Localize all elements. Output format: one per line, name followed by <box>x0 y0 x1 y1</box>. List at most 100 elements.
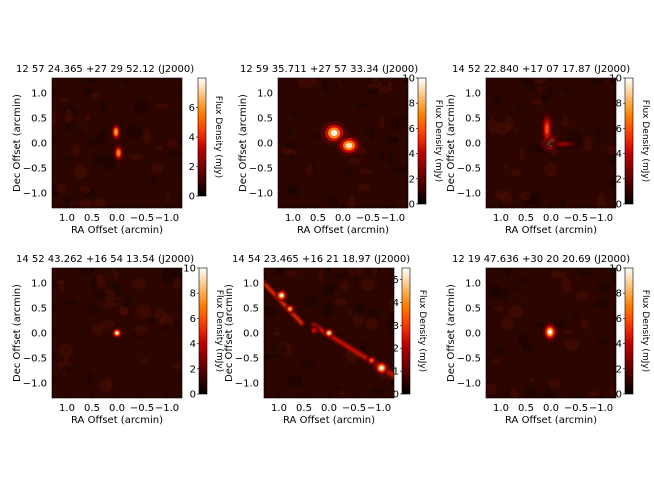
noise-blob <box>103 155 117 171</box>
noise-blob <box>320 302 333 318</box>
noise-blob <box>58 98 68 103</box>
noise-blob <box>57 361 65 370</box>
noise-blob <box>512 125 518 132</box>
filament <box>264 281 303 325</box>
noise-blob <box>101 301 118 309</box>
panel-5: 14 54 23.465 +16 21 18.97 (J2000) 1.0 0.5 0… <box>224 254 427 426</box>
y-tick-label: 0.5 <box>465 114 481 125</box>
y-axis-label: Dec Offset (arcmin) <box>446 284 457 382</box>
colorbar-label: Flux Density (mJy) <box>417 290 427 372</box>
noise-blob <box>580 318 589 330</box>
map-background <box>52 78 182 208</box>
noise-blob <box>86 371 93 385</box>
x-axis-label: RA Offset (arcmin) <box>283 415 375 426</box>
panel-title: 14 54 23.465 +16 21 18.97 (J2000) <box>232 254 410 265</box>
noise-blob <box>530 98 543 106</box>
colorbar-tick-label: 8 <box>616 99 622 110</box>
colorbar-tick-label: 10 <box>183 264 196 275</box>
panel-title: 12 59 35.711 +27 57 33.34 (J2000) <box>240 64 418 75</box>
noise-blob <box>336 272 346 279</box>
x-tick-label: 0.0 <box>321 403 337 414</box>
noise-blob <box>327 195 338 207</box>
noise-blob <box>503 286 508 302</box>
colorbar-tick-label: 3 <box>393 321 399 332</box>
flux-map <box>486 78 616 208</box>
noise-blob <box>154 103 170 109</box>
y-axis-label: Dec Offset (arcmin) <box>12 284 23 382</box>
noise-blob <box>273 331 281 337</box>
noise-blob <box>78 268 95 276</box>
noise-blob <box>339 390 346 395</box>
noise-blob <box>131 277 146 290</box>
noise-blob <box>79 185 91 194</box>
y-tick-label: −1.0 <box>457 189 481 200</box>
noise-blob <box>587 390 600 397</box>
y-tick-label: 0.5 <box>31 304 47 315</box>
noise-blob <box>333 83 339 92</box>
colorbar <box>197 77 207 197</box>
noise-blob <box>349 157 362 164</box>
source-emission <box>117 150 120 156</box>
noise-blob <box>564 330 574 335</box>
noise-blob <box>344 167 353 176</box>
y-tick-label: 0.0 <box>257 139 273 150</box>
y-tick-label: 0.0 <box>243 329 259 340</box>
x-tick-label: 0.0 <box>109 213 125 224</box>
x-tick-label: −1.0 <box>589 403 613 414</box>
noise-blob <box>58 343 73 357</box>
noise-blob <box>172 276 182 290</box>
colorbar-tick-label: 4 <box>616 339 622 350</box>
flux-map <box>264 268 394 398</box>
noise-blob <box>166 139 178 148</box>
noise-blob <box>150 176 157 186</box>
noise-blob <box>287 128 292 136</box>
noise-blob <box>597 338 611 346</box>
noise-blob <box>492 95 502 103</box>
y-tick-label: −1.0 <box>235 379 259 390</box>
noise-blob <box>515 105 521 114</box>
x-tick-label: 1.0 <box>271 403 287 414</box>
noise-blob <box>521 342 534 352</box>
source-emission <box>279 293 284 298</box>
colorbar-label: Flux Density (mJy) <box>640 290 650 372</box>
colorbar-tick-label: 8 <box>616 289 622 300</box>
noise-blob <box>367 87 379 95</box>
noise-blob <box>606 145 616 155</box>
x-tick-label: 0.5 <box>518 403 534 414</box>
noise-blob <box>129 154 144 161</box>
panel-title: 14 52 43.262 +16 54 13.54 (J2000) <box>16 254 194 265</box>
noise-blob <box>371 268 378 276</box>
x-tick-label: 1.0 <box>59 213 75 224</box>
noise-blob <box>136 305 152 319</box>
flux-map <box>52 268 182 398</box>
noise-blob <box>503 268 511 278</box>
noise-blob <box>489 287 505 299</box>
source-emission <box>345 142 353 149</box>
noise-blob <box>133 98 149 114</box>
colorbar-tick-label: 10 <box>402 74 415 85</box>
x-axis-label: RA Offset (arcmin) <box>505 415 597 426</box>
colorbar-tick-label: 2 <box>190 364 196 375</box>
panel-title: 12 19 47.636 +30 20 20.69 (J2000) <box>452 254 630 265</box>
noise-blob <box>564 338 580 351</box>
noise-blob <box>55 183 67 194</box>
colorbar-tick-label: 10 <box>609 74 622 85</box>
colorbar-tick-label: 0 <box>189 192 195 203</box>
x-tick-label: −0.5 <box>356 213 380 224</box>
colorbar-tick-label: 6 <box>190 314 196 325</box>
x-axis-label: RA Offset (arcmin) <box>505 225 597 236</box>
noise-blob <box>597 281 611 294</box>
source-emission <box>379 366 384 370</box>
x-tick-label: −0.5 <box>564 403 588 414</box>
colorbar-tick-label: 1 <box>393 367 399 378</box>
source-emission <box>312 329 316 332</box>
colorbar-label: Flux Density (mJy) <box>433 100 443 182</box>
noise-blob <box>100 320 116 330</box>
x-tick-label: 0.0 <box>109 403 125 414</box>
noise-blob <box>561 277 572 293</box>
colorbar-tick-label: 6 <box>189 103 195 114</box>
noise-blob <box>59 277 64 294</box>
y-axis-label: Dec Offset (arcmin) <box>446 94 457 192</box>
y-tick-label: 0.5 <box>465 304 481 315</box>
colorbar-tick-label: 2 <box>409 174 415 185</box>
